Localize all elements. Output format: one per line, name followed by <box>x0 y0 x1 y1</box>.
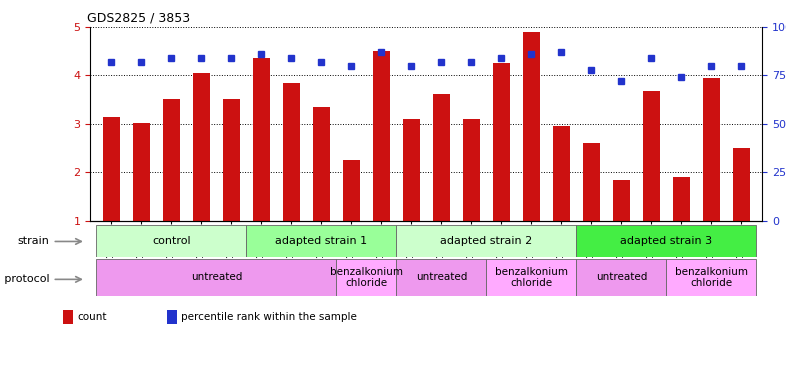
Bar <box>283 83 299 221</box>
Bar <box>253 58 270 221</box>
Bar <box>553 126 570 221</box>
Bar <box>336 259 396 296</box>
Bar <box>733 148 750 221</box>
Bar <box>343 160 360 221</box>
Bar <box>403 119 420 221</box>
Bar <box>433 94 450 221</box>
Bar <box>246 225 396 257</box>
Bar <box>523 32 540 221</box>
Bar <box>223 99 240 221</box>
Bar <box>667 259 756 296</box>
Bar <box>396 225 576 257</box>
Bar <box>576 225 756 257</box>
Bar <box>576 259 667 296</box>
Text: adapted strain 1: adapted strain 1 <box>275 236 368 246</box>
Bar <box>163 99 180 221</box>
Text: benzalkonium
chloride: benzalkonium chloride <box>675 266 748 288</box>
Text: GDS2825 / 3853: GDS2825 / 3853 <box>87 11 190 24</box>
Bar <box>193 73 210 221</box>
Text: untreated: untreated <box>191 272 242 283</box>
Bar <box>97 225 246 257</box>
Bar <box>313 107 329 221</box>
Text: untreated: untreated <box>416 272 467 283</box>
Bar <box>167 310 177 324</box>
Text: strain: strain <box>18 237 50 247</box>
Bar <box>493 63 509 221</box>
Bar <box>97 259 336 296</box>
Bar <box>583 143 600 221</box>
Bar <box>63 310 73 324</box>
Text: percentile rank within the sample: percentile rank within the sample <box>181 312 357 322</box>
Text: growth protocol: growth protocol <box>0 274 50 285</box>
Bar <box>133 123 149 221</box>
Text: benzalkonium
chloride: benzalkonium chloride <box>330 266 403 288</box>
Text: untreated: untreated <box>596 272 647 283</box>
Bar <box>673 177 689 221</box>
Bar <box>703 78 720 221</box>
Bar <box>613 180 630 221</box>
Text: control: control <box>152 236 191 246</box>
Text: count: count <box>77 312 107 322</box>
Bar <box>396 259 487 296</box>
Bar <box>487 259 576 296</box>
Text: benzalkonium
chloride: benzalkonium chloride <box>495 266 568 288</box>
Text: adapted strain 2: adapted strain 2 <box>440 236 533 246</box>
Bar <box>643 91 659 221</box>
Bar <box>373 51 390 221</box>
Text: adapted strain 3: adapted strain 3 <box>620 236 712 246</box>
Bar <box>103 117 119 221</box>
Bar <box>463 119 479 221</box>
